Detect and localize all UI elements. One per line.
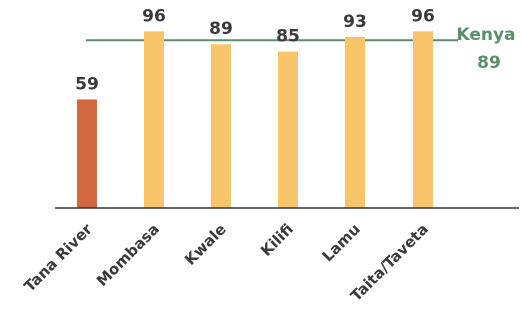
category-label: Tana River xyxy=(21,220,97,296)
bar-kwale xyxy=(211,44,231,208)
value-labels-group: 59 96 89 85 93 96 xyxy=(75,6,435,94)
bars-group xyxy=(77,31,433,208)
bar-kilifi xyxy=(278,51,298,208)
bar-tana-river xyxy=(77,99,97,208)
bar-taita-taveta xyxy=(413,31,433,208)
bar-lamu xyxy=(345,36,365,208)
value-label: 89 xyxy=(209,19,233,39)
category-label: Lamu xyxy=(319,220,364,265)
category-label: Kilifi xyxy=(257,220,297,260)
category-label: Kwale xyxy=(181,220,230,269)
bar-mombasa xyxy=(144,31,164,208)
value-label: 93 xyxy=(343,12,367,32)
category-label: Mombasa xyxy=(93,220,163,290)
value-label: 59 xyxy=(75,74,99,94)
value-label: 96 xyxy=(142,6,166,26)
value-label: 85 xyxy=(276,27,300,47)
value-label: 96 xyxy=(411,6,435,26)
reference-label: Kenya xyxy=(456,25,515,45)
reference-value-label: 89 xyxy=(477,53,501,73)
